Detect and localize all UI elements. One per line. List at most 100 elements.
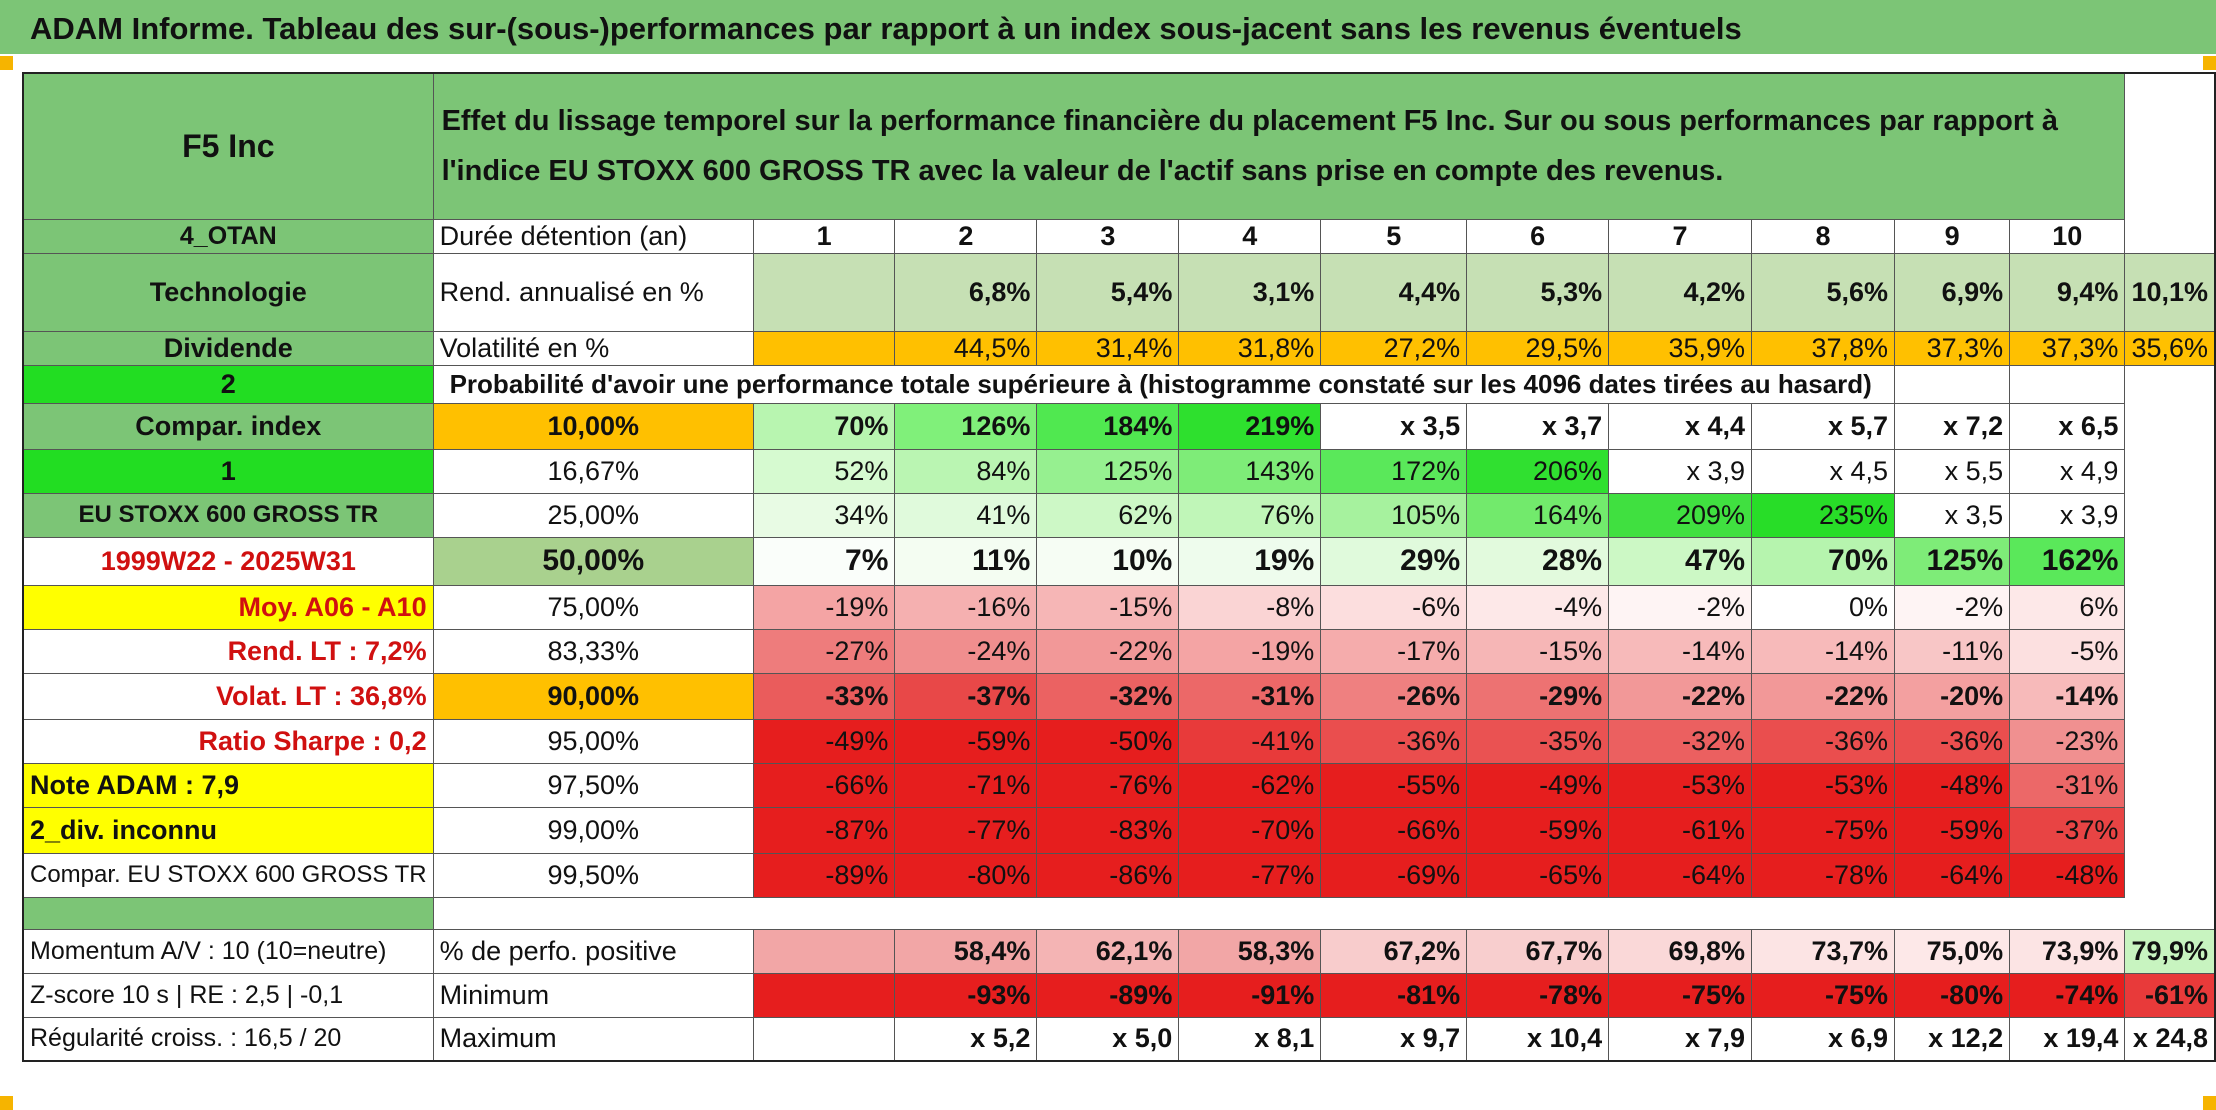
prob-value: -16% [894,584,1038,630]
prob-value: 28% [1466,536,1610,586]
positive-label: % de perfo. positive [432,928,754,974]
prob-value: 41% [894,492,1038,538]
prob-value: 105% [1320,492,1468,538]
maximum-empty [752,1016,896,1062]
prob-value: 126% [894,402,1038,450]
volat-empty [752,330,896,366]
maximum-value: x 6,9 [1751,1016,1896,1062]
positive-empty [752,928,896,974]
prob-value: -22% [1036,628,1180,674]
maximum-value: x 10,4 [1466,1016,1610,1062]
prob-value: 6% [2009,584,2126,630]
volat-value: 31,4% [1036,330,1180,366]
prob-value: x 5,7 [1751,402,1896,450]
maximum-value: x 8,1 [1178,1016,1322,1062]
corner-marker-icon [0,56,13,70]
maximum-row: Régularité croiss. : 16,5 / 20 Maximum x 5… [22,1016,2216,1062]
prob-row: Compar. index 10,00% 70% 126% 184% 219% x 3,5 x… [22,402,2215,450]
positive-row: Momentum A/V : 10 (10=neutre)% de perfo.… [22,928,2216,974]
prob-value: -36% [1320,718,1468,764]
prob-value: -50% [1036,718,1180,764]
volat-value: 31,8% [1178,330,1322,366]
rend-empty [752,252,896,332]
level-value: 97,50% [432,762,754,808]
prob-value: -71% [894,762,1038,808]
prob-value: 206% [1466,448,1610,494]
duration-header: 4 [1178,218,1322,254]
minimum-value: -80% [1894,972,2011,1018]
prob-value: -83% [1036,806,1180,854]
prob-value: -66% [752,762,896,808]
prob-value: -14% [1751,628,1896,674]
volat-value: 35,9% [1608,330,1753,366]
div-code: 2 [22,364,434,404]
minimum-value: -75% [1751,972,1896,1018]
prob-value: 172% [1320,448,1468,494]
spacer-cell [432,896,2125,930]
minimum-value: -61% [2124,972,2216,1018]
volat-row: Dividende Volatilité en % 44,5% 31,4% 31,8% 2… [22,330,2216,366]
minimum-value: -89% [1036,972,1180,1018]
prob-value: -49% [752,718,896,764]
prob-value: -77% [1178,852,1322,898]
prob-value: 34% [752,492,896,538]
maximum-value: x 7,9 [1608,1016,1753,1062]
prob-value: -49% [1466,762,1610,808]
level-value: 83,33% [432,628,754,674]
header-row: F5 Inc Effet du lissage temporel sur la p… [22,72,2215,220]
positive-value: 58,4% [894,928,1038,974]
prob-value: -26% [1320,672,1468,720]
prob-value: x 6,5 [2009,402,2126,450]
prob-value: -31% [1178,672,1322,720]
rend-value: 10,1% [2124,252,2216,332]
level-value: 99,50% [432,852,754,898]
prob-value: -32% [1036,672,1180,720]
duration-header: 2 [894,218,1038,254]
prob-value: 235% [1751,492,1896,538]
note-adam-label: Note ADAM : 7,9 [22,762,434,808]
level-value: 90,00% [432,672,754,720]
moy-label: Moy. A06 - A10 [22,584,434,630]
prob-row: EU STOXX 600 GROSS TR 25,00% 34% 41% 62% 76% 1… [22,492,2215,538]
prob-value: x 7,2 [1894,402,2011,450]
durations-row: 4_OTAN Durée détention (an) 1 2 3 4 5 6 7 8 9 10 [22,218,2215,254]
prob-value: -31% [2009,762,2126,808]
rend-value: 3,1% [1178,252,1322,332]
prob-value: -22% [1751,672,1896,720]
prob-value: -14% [2009,672,2126,720]
index-name: EU STOXX 600 GROSS TR [22,492,434,538]
prob-value: -15% [1036,584,1180,630]
prob-value: -24% [894,628,1038,674]
rend-value: 9,4% [2009,252,2126,332]
maximum-value: x 12,2 [1894,1016,2011,1062]
prob-value: -2% [1894,584,2011,630]
rend-value: 6,9% [1894,252,2011,332]
corner-marker-icon [2203,1096,2216,1110]
minimum-empty [752,972,896,1018]
volat-value: 27,2% [1320,330,1468,366]
positive-value: 79,9% [2124,928,2216,974]
zscore-label: Z-score 10 s | RE : 2,5 | -0,1 [22,972,434,1018]
volat-value: 44,5% [894,330,1038,366]
company-name: F5 Inc [22,72,434,220]
prob-value: x 5,5 [1894,448,2011,494]
prob-value: -35% [1466,718,1610,764]
level-value: 25,00% [432,492,754,538]
prob-value: 184% [1036,402,1180,450]
compar-full-label: Compar. EU STOXX 600 GROSS TR [22,852,434,898]
rend-lt-label: Rend. LT : 7,2% [22,628,434,674]
volat-label: Volatilité en % [432,330,754,366]
duration-header: 7 [1608,218,1753,254]
prob-value: 70% [1751,536,1896,586]
prob-value: -17% [1320,628,1468,674]
rend-value: 5,4% [1036,252,1180,332]
rend-value: 5,3% [1466,252,1610,332]
prob-value: -4% [1466,584,1610,630]
duration-header: 1 [752,218,896,254]
maximum-value: x 24,8 [2124,1016,2216,1062]
minimum-row: Z-score 10 s | RE : 2,5 | -0,1 Minimum -93… [22,972,2216,1018]
prob-value: 164% [1466,492,1610,538]
prob-value: -76% [1036,762,1180,808]
spacer-row [22,896,2215,930]
corner-marker-icon [2203,56,2216,70]
